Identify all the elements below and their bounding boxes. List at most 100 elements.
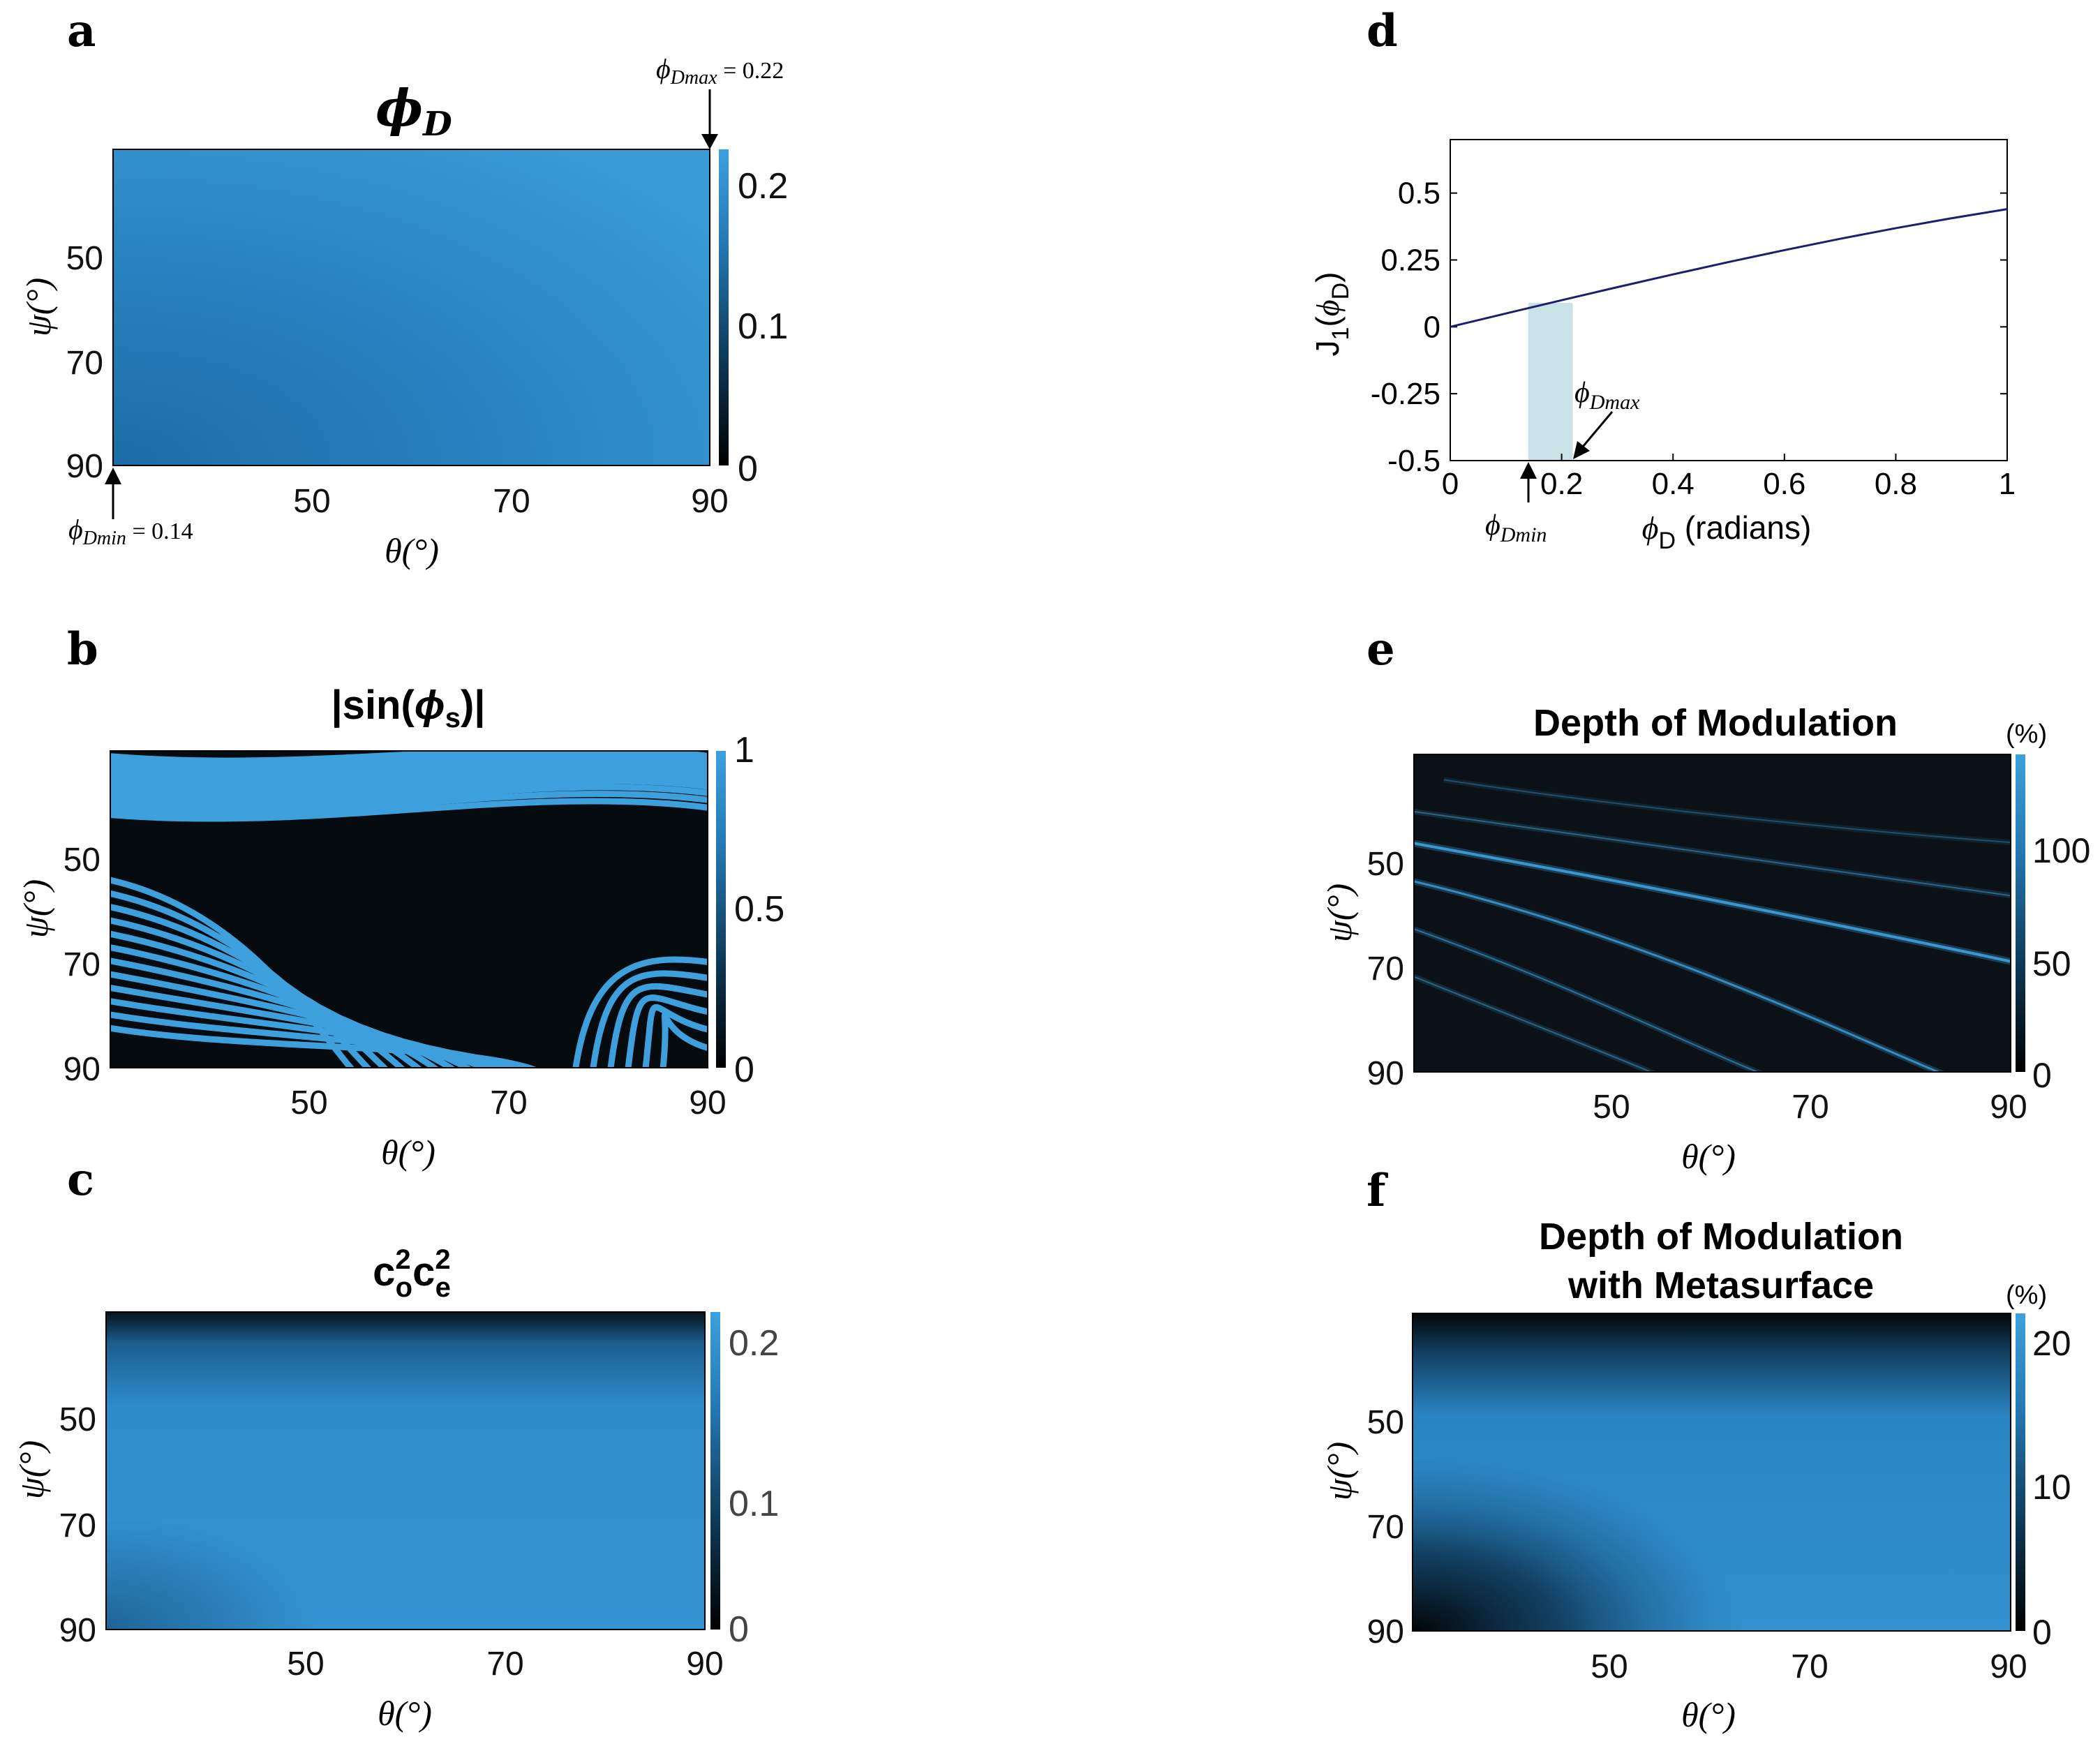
svg-text:50: 50 <box>1591 1648 1628 1685</box>
heatmap-c-shade <box>105 1311 706 1630</box>
fringe-band <box>110 772 708 803</box>
annotation-dmax-d: ϕDmax <box>1573 377 1640 459</box>
svg-text:50: 50 <box>66 240 103 277</box>
svg-text:70: 70 <box>1791 1648 1828 1685</box>
panel-label-e: e <box>1367 623 1395 676</box>
fringe-band <box>110 762 708 794</box>
y-axis-label-e: ψ(°) <box>1320 884 1359 942</box>
y-axis-label-b: ψ(°) <box>16 879 55 938</box>
colorbar-e <box>2016 754 2025 1072</box>
panel-a-title: ϕD <box>375 78 452 144</box>
svg-text:20: 20 <box>2032 1324 2071 1363</box>
heatmap-a <box>112 149 710 466</box>
heatmap-b-frame <box>110 750 708 1068</box>
fringe-band <box>660 1012 708 1068</box>
heatmap-e-background <box>1414 754 2011 1072</box>
colorbar-f <box>2016 1313 2025 1631</box>
line-plot-d: 0 0.2 0.4 0.6 0.8 1 -0.5 -0.25 0 0.25 0.5 <box>1371 139 2016 501</box>
svg-text:10: 10 <box>2032 1468 2071 1507</box>
svg-text:50: 50 <box>1593 1089 1630 1126</box>
x-tick-label-d: 0.4 <box>1652 467 1695 501</box>
svg-text:50: 50 <box>64 842 100 879</box>
panel-e-title: Depth of Modulation <box>1533 702 1898 744</box>
svg-text:0.1: 0.1 <box>729 1484 779 1524</box>
fringe-band <box>590 970 708 1068</box>
x-tick-label-d: 0.8 <box>1875 467 1917 501</box>
svg-text:70: 70 <box>66 345 103 382</box>
fringe-band <box>625 994 708 1068</box>
x-axis-label-a: θ(°) <box>385 531 439 570</box>
y-tick-label-d: -0.5 <box>1387 444 1440 478</box>
svg-text:70: 70 <box>1367 950 1404 987</box>
x-axis-ticks-c: 50 70 90 <box>287 1646 723 1683</box>
x-axis-ticks-b: 50 70 90 <box>290 1084 726 1121</box>
svg-text:0.2: 0.2 <box>738 166 788 207</box>
svg-text:0.1: 0.1 <box>738 306 788 347</box>
y-axis-label-d: J1(ϕD) <box>1309 272 1354 357</box>
svg-text:0.5: 0.5 <box>734 889 784 930</box>
fringe-band <box>110 957 456 1068</box>
colorbar-b <box>716 751 726 1068</box>
svg-text:0: 0 <box>2032 1056 2052 1095</box>
streak <box>1414 842 2011 963</box>
x-tick-label-d: 0 <box>1442 467 1459 501</box>
heatmap-b-fringes <box>110 751 708 1068</box>
svg-text:ϕDmin: ϕDmin <box>1485 509 1547 546</box>
x-axis-ticks-f: 50 70 90 <box>1591 1648 2027 1685</box>
heatmap-e-streaks <box>1414 777 2011 1072</box>
svg-text:50: 50 <box>293 483 330 520</box>
svg-text:1: 1 <box>734 730 754 770</box>
panel-label-d: d <box>1367 5 1398 57</box>
streak <box>1414 880 1941 1072</box>
fringe-band <box>110 791 708 817</box>
panel-label-c: c <box>67 1154 94 1206</box>
x-axis-label-e: θ(°) <box>1681 1137 1736 1176</box>
svg-text:100: 100 <box>2032 831 2090 870</box>
svg-text:90: 90 <box>1367 1613 1404 1650</box>
fringe-band <box>110 1024 539 1068</box>
streak <box>1414 976 1653 1072</box>
panel-c-title: c2 oc2 e <box>373 1244 451 1303</box>
annotation-dmin-d: ϕDmin <box>1485 462 1547 546</box>
y-tick-label-d: 0.25 <box>1380 244 1440 278</box>
svg-text:50: 50 <box>59 1401 96 1438</box>
svg-text:90: 90 <box>691 483 728 520</box>
streak <box>1443 779 2011 844</box>
svg-text:70: 70 <box>64 946 100 983</box>
svg-text:90: 90 <box>686 1646 723 1683</box>
fringe-band <box>572 956 708 1068</box>
x-axis-label-d: ϕD (radians) <box>1642 509 1812 554</box>
x-tick-label-d: 0.2 <box>1540 467 1583 501</box>
panel-label-a: a <box>67 5 96 57</box>
y-axis-ticks-a: 50 70 90 <box>66 240 103 485</box>
colorbar-c <box>710 1312 720 1630</box>
x-axis-ticks-a: 50 70 90 <box>293 483 728 520</box>
y-axis-ticks-c: 50 70 90 <box>59 1401 96 1649</box>
svg-text:90: 90 <box>59 1612 96 1649</box>
svg-text:70: 70 <box>1792 1089 1829 1126</box>
x-tick-label-d: 1 <box>1999 467 2016 501</box>
colorbar-ticks-b: 10.50 <box>734 730 784 1090</box>
heatmap-e-frame <box>1413 754 2011 1073</box>
panel-b-title: |sin(ϕs)| <box>331 683 485 733</box>
y-axis-label-c: ψ(°) <box>12 1440 51 1499</box>
svg-text:0: 0 <box>734 1050 754 1090</box>
annotation-dmax-a: ϕDmax = 0.22 <box>656 53 784 149</box>
series-line-j1 <box>1450 208 2008 328</box>
svg-text:50: 50 <box>290 1084 327 1121</box>
svg-text:50: 50 <box>2032 944 2071 983</box>
colorbar-unit-e: (%) <box>2006 720 2047 749</box>
svg-text:ϕDmax = 0.22: ϕDmax = 0.22 <box>656 53 784 89</box>
streak <box>1414 928 1759 1072</box>
panel-f-title-line1: Depth of Modulation <box>1539 1216 1903 1258</box>
y-tick-label-d: 0 <box>1424 310 1440 344</box>
panel-f-title-line2: with Metasurface <box>1567 1265 1874 1306</box>
svg-text:90: 90 <box>64 1051 100 1088</box>
colorbar-ticks-a: 0.2 0.1 0 <box>738 166 788 489</box>
fringe-band <box>110 984 489 1068</box>
colorbar-ticks-c: 0.2 0.1 0 <box>729 1323 779 1650</box>
svg-text:ϕDmin = 0.14: ϕDmin = 0.14 <box>68 514 193 549</box>
y-tick-label-d: -0.25 <box>1371 377 1440 411</box>
svg-text:0: 0 <box>729 1609 749 1650</box>
